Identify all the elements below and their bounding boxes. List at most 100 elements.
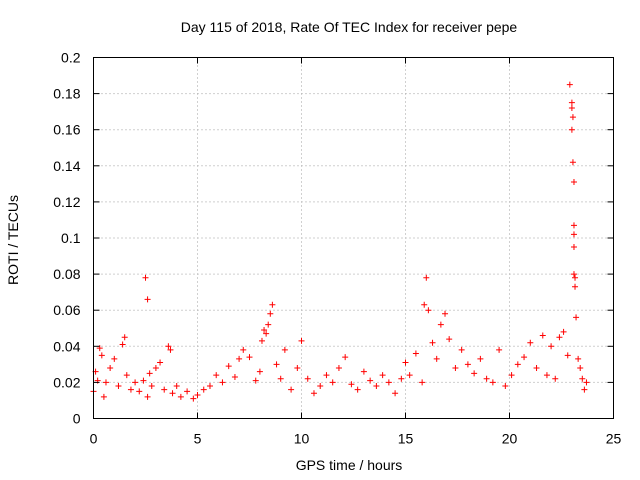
y-tick-label: 0.18	[53, 86, 80, 102]
data-point	[277, 375, 284, 382]
data-point	[115, 383, 122, 390]
data-point	[477, 355, 484, 362]
x-tick-label: 20	[502, 431, 518, 447]
x-tick-label: 15	[398, 431, 414, 447]
data-point	[269, 301, 276, 308]
data-point	[236, 355, 243, 362]
data-point	[263, 330, 270, 337]
data-point	[348, 381, 355, 388]
data-point	[385, 379, 392, 386]
data-point	[225, 363, 232, 370]
data-point	[568, 126, 575, 133]
data-point	[421, 301, 428, 308]
data-point	[273, 361, 280, 368]
data-point	[572, 274, 579, 281]
data-point	[98, 352, 105, 359]
data-point	[452, 364, 459, 371]
data-point	[406, 372, 413, 379]
data-point	[317, 383, 324, 390]
data-point	[177, 393, 184, 400]
data-point	[342, 354, 349, 361]
y-tick-labels: 0 0.02 0.04 0.06 0.08 0.1 0.12 0.14 0.16 0.18 0.2	[53, 50, 80, 427]
data-point	[123, 372, 130, 379]
y-tick-label: 0.1	[61, 230, 81, 246]
data-point	[548, 343, 555, 350]
data-point	[568, 99, 575, 106]
data-point	[304, 375, 311, 382]
data-point	[100, 393, 107, 400]
data-point	[231, 373, 238, 380]
data-point	[433, 355, 440, 362]
data-point	[206, 383, 213, 390]
data-points	[90, 81, 590, 402]
data-point	[379, 372, 386, 379]
data-point	[240, 346, 247, 353]
data-point	[560, 328, 567, 335]
data-point	[213, 372, 220, 379]
data-point	[329, 379, 336, 386]
data-point	[354, 386, 361, 393]
data-point	[298, 337, 305, 344]
data-point	[96, 345, 103, 352]
y-tick-label: 0.16	[53, 122, 80, 138]
data-point	[552, 375, 559, 382]
data-point	[194, 392, 201, 399]
data-point	[543, 372, 550, 379]
data-point	[442, 310, 449, 317]
data-point	[570, 271, 577, 278]
data-point	[119, 341, 126, 348]
x-tick-label: 10	[294, 431, 310, 447]
data-point	[521, 354, 528, 361]
data-point	[252, 377, 259, 384]
data-point	[107, 364, 114, 371]
data-point	[572, 283, 579, 290]
data-point	[310, 390, 317, 397]
data-point	[539, 332, 546, 339]
y-tick-label: 0.14	[53, 158, 80, 174]
data-point	[392, 390, 399, 397]
data-point	[581, 386, 588, 393]
data-point	[148, 383, 155, 390]
data-point	[458, 346, 465, 353]
y-axis-label: ROTI / TECUs	[5, 195, 21, 285]
data-point	[167, 346, 174, 353]
data-point	[425, 307, 432, 314]
data-point	[102, 379, 109, 386]
data-point	[246, 354, 253, 361]
data-point	[429, 339, 436, 346]
x-tick-label: 0	[90, 431, 98, 447]
y-tick-label: 0.08	[53, 266, 80, 282]
data-point	[161, 386, 168, 393]
data-point	[184, 388, 191, 395]
data-point	[527, 339, 534, 346]
data-point	[483, 375, 490, 382]
data-point	[575, 355, 582, 362]
data-point	[323, 372, 330, 379]
data-point	[564, 352, 571, 359]
data-point	[556, 334, 563, 341]
data-point	[412, 350, 419, 357]
grid-lines	[93, 57, 614, 419]
data-point	[570, 222, 577, 229]
data-point	[256, 368, 263, 375]
data-point	[437, 321, 444, 328]
data-point	[577, 364, 584, 371]
data-point	[502, 383, 509, 390]
data-point	[573, 314, 580, 321]
data-point	[360, 368, 367, 375]
data-point	[169, 390, 176, 397]
data-point	[152, 364, 159, 371]
data-point	[219, 379, 226, 386]
data-point	[144, 296, 151, 303]
data-point	[569, 114, 576, 121]
data-point	[132, 379, 139, 386]
data-point	[146, 370, 153, 377]
data-point	[157, 359, 164, 366]
y-tick-label: 0.02	[53, 374, 80, 390]
data-point	[261, 327, 268, 334]
axis-ticks	[93, 57, 614, 419]
data-point	[267, 310, 274, 317]
data-point	[569, 159, 576, 166]
data-point	[570, 231, 577, 238]
